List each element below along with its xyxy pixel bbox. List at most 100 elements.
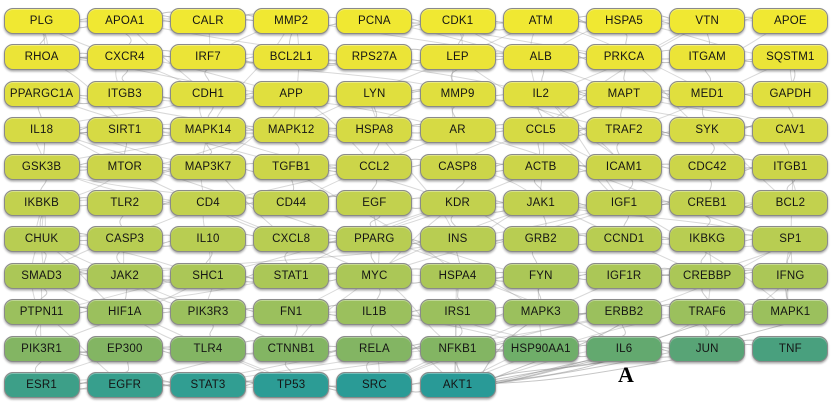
gene-node[interactable]: CASP8 (419, 153, 496, 180)
gene-node[interactable]: EP300 (86, 335, 163, 362)
gene-node[interactable]: SQSTM1 (752, 44, 829, 71)
gene-node[interactable]: IGF1 (586, 190, 662, 216)
gene-node[interactable]: JAK2 (86, 262, 163, 289)
gene-node[interactable]: PPARGC1A (3, 80, 80, 107)
gene-node[interactable]: EGFR (86, 372, 163, 398)
gene-node[interactable]: MMP2 (253, 8, 330, 34)
gene-node[interactable]: TGFB1 (253, 153, 330, 180)
gene-node[interactable]: FYN (502, 262, 579, 289)
gene-node[interactable]: TLR2 (86, 190, 163, 216)
gene-node[interactable]: SMAD3 (3, 262, 80, 289)
gene-node[interactable]: HSPA8 (336, 117, 413, 144)
gene-node[interactable]: PRKCA (586, 44, 662, 71)
gene-node[interactable]: CTNNB1 (253, 335, 330, 362)
gene-node[interactable]: TRAF6 (669, 299, 746, 326)
gene-node[interactable]: MAPK12 (253, 117, 330, 144)
gene-node[interactable]: GSK3B (3, 153, 80, 180)
gene-node[interactable]: RPS27A (336, 44, 413, 71)
gene-node[interactable]: TP53 (253, 372, 330, 398)
gene-node[interactable]: ALB (502, 44, 579, 71)
gene-node[interactable]: ESR1 (3, 372, 80, 398)
gene-node[interactable]: ATM (502, 8, 579, 34)
gene-node[interactable]: IL18 (3, 117, 80, 144)
gene-node[interactable]: SYK (669, 117, 746, 144)
gene-node[interactable]: ITGB1 (752, 153, 829, 180)
gene-node[interactable]: PIK3R1 (3, 335, 80, 362)
gene-node[interactable]: LEP (419, 44, 496, 71)
gene-node[interactable]: INS (419, 226, 496, 253)
gene-node[interactable]: MYC (336, 262, 413, 289)
gene-node[interactable]: RELA (336, 335, 413, 362)
gene-node[interactable]: CD4 (170, 190, 246, 216)
gene-node[interactable]: BCL2L1 (253, 44, 330, 71)
gene-node[interactable]: IGF1R (586, 262, 662, 289)
gene-node[interactable]: PLG (3, 8, 80, 34)
gene-node[interactable]: AKT1 (419, 372, 496, 398)
gene-node[interactable]: MTOR (86, 153, 163, 180)
gene-node[interactable]: LYN (336, 80, 413, 107)
gene-node[interactable]: HSPA4 (419, 262, 496, 289)
gene-node[interactable]: JAK1 (502, 190, 579, 216)
gene-node[interactable]: TLR4 (170, 335, 246, 362)
gene-node[interactable]: STAT3 (170, 372, 246, 398)
gene-node[interactable]: BCL2 (752, 190, 829, 216)
gene-node[interactable]: MAPK1 (752, 299, 829, 326)
gene-node[interactable]: CCL2 (336, 153, 413, 180)
gene-node[interactable]: IL10 (170, 226, 246, 253)
gene-node[interactable]: KDR (419, 190, 496, 216)
gene-node[interactable]: MAP3K7 (170, 153, 246, 180)
gene-node[interactable]: SIRT1 (86, 117, 163, 144)
gene-node[interactable]: APOA1 (86, 8, 163, 34)
gene-node[interactable]: HIF1A (86, 299, 163, 326)
gene-node[interactable]: MAPK3 (502, 299, 579, 326)
gene-node[interactable]: TRAF2 (586, 117, 662, 144)
gene-node[interactable]: PPARG (336, 226, 413, 253)
gene-node[interactable]: CDK1 (419, 8, 496, 34)
gene-node[interactable]: CAV1 (752, 117, 829, 144)
gene-node[interactable]: APOE (752, 8, 829, 34)
gene-node[interactable]: TNF (752, 335, 829, 362)
gene-node[interactable]: IKBKG (669, 226, 746, 253)
gene-node[interactable]: CDH1 (170, 80, 246, 107)
gene-node[interactable]: AR (419, 117, 496, 144)
gene-node[interactable]: ACTB (502, 153, 579, 180)
gene-node[interactable]: ITGB3 (86, 80, 163, 107)
gene-node[interactable]: SP1 (752, 226, 829, 253)
gene-node[interactable]: CREB1 (669, 190, 746, 216)
gene-node[interactable]: PTPN11 (3, 299, 80, 326)
gene-node[interactable]: SRC (336, 372, 413, 398)
gene-node[interactable]: APP (253, 80, 330, 107)
gene-node[interactable]: MED1 (669, 80, 746, 107)
gene-node[interactable]: CD44 (253, 190, 330, 216)
gene-node[interactable]: CASP3 (86, 226, 163, 253)
gene-node[interactable]: IRS1 (419, 299, 496, 326)
gene-node[interactable]: CREBBP (669, 262, 746, 289)
gene-node[interactable]: HSP90AA1 (502, 335, 579, 362)
gene-node[interactable]: MAPT (586, 80, 662, 107)
gene-node[interactable]: CXCR4 (86, 44, 163, 71)
gene-node[interactable]: CXCL8 (253, 226, 330, 253)
gene-node[interactable]: IKBKB (3, 190, 80, 216)
gene-node[interactable]: VTN (669, 8, 746, 34)
gene-node[interactable]: RHOA (3, 44, 80, 71)
gene-node[interactable]: PIK3R3 (170, 299, 246, 326)
gene-node[interactable]: CCL5 (502, 117, 579, 144)
gene-node[interactable]: IL2 (502, 80, 579, 107)
gene-node[interactable]: EGF (336, 190, 413, 216)
gene-node[interactable]: FN1 (253, 299, 330, 326)
gene-node[interactable]: PCNA (336, 8, 413, 34)
gene-node[interactable]: JUN (669, 335, 746, 362)
gene-node[interactable]: HSPA5 (586, 8, 662, 34)
gene-node[interactable]: IL1B (336, 299, 413, 326)
gene-node[interactable]: CHUK (3, 226, 80, 253)
gene-node[interactable]: MMP9 (419, 80, 496, 107)
gene-node[interactable]: IL6 (586, 335, 662, 362)
gene-node[interactable]: NFKB1 (419, 335, 496, 362)
gene-node[interactable]: ERBB2 (586, 299, 662, 326)
gene-node[interactable]: CDC42 (669, 153, 746, 180)
gene-node[interactable]: ITGAM (669, 44, 746, 71)
gene-node[interactable]: CALR (170, 8, 246, 34)
gene-node[interactable]: ICAM1 (586, 153, 662, 180)
gene-node[interactable]: CCND1 (586, 226, 662, 253)
gene-node[interactable]: IRF7 (170, 44, 246, 71)
